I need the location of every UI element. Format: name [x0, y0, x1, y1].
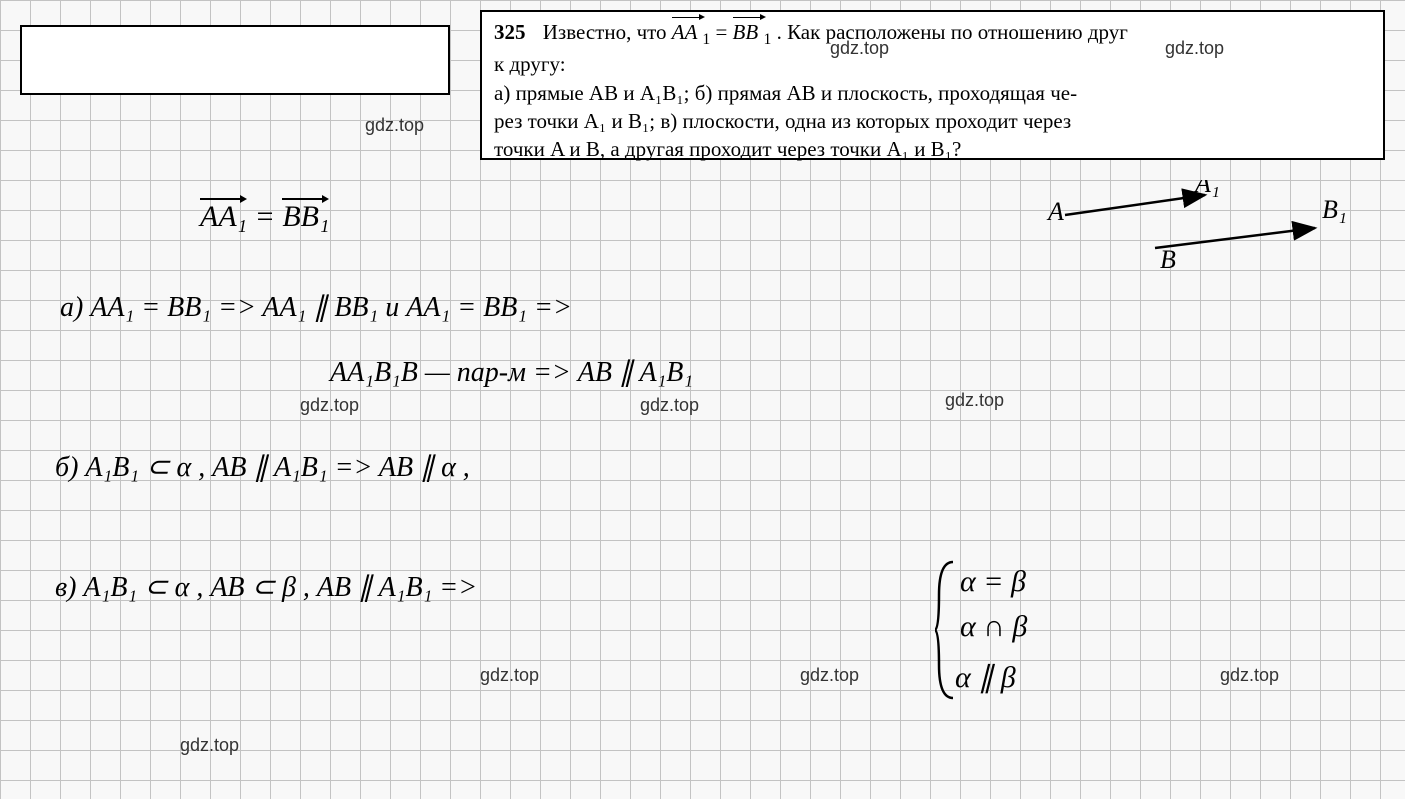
hand-line-a2: AA₁B₁B — пар-м => AB ∥ A₁B₁	[330, 355, 693, 389]
hand-bb1: BB₁	[282, 200, 329, 234]
hand-line-c-r1: α = β	[960, 565, 1026, 599]
hand-line-c: в) A₁B₁ ⊂ α , AB ⊂ β , AB ∥ A₁B₁ =>	[55, 570, 477, 604]
hand-line-c-r2: α ∩ β	[960, 610, 1027, 644]
watermark: gdz.top	[830, 38, 889, 59]
vec-bb1-sub: 1	[763, 31, 771, 48]
watermark: gdz.top	[300, 395, 359, 416]
svg-text:B₁: B₁	[1322, 195, 1347, 224]
hand-aa1: AA₁	[200, 200, 247, 234]
hand-line-b: б) A₁B₁ ⊂ α , AB ∥ A₁B₁ => AB ∥ α ,	[55, 450, 470, 484]
problem-text-5: точки A и B, а другая проходит через точ…	[494, 137, 961, 161]
problem-text-2: к другу:	[494, 52, 566, 76]
vec-bb1: BB	[733, 20, 759, 44]
vec-aa1: AA	[672, 20, 697, 44]
hand-line-a: а) AA₁ = BB₁ => AA₁ ∥ BB₁ и AA₁ = BB₁ =>	[60, 290, 572, 324]
vec-aa1-sub: 1	[702, 31, 710, 48]
watermark: gdz.top	[800, 665, 859, 686]
watermark: gdz.top	[1220, 665, 1279, 686]
problem-text-4: рез точки A₁ и B₁; в) плоскости, одна из…	[494, 109, 1071, 133]
watermark: gdz.top	[480, 665, 539, 686]
hand-line-c-r3: α ∥ β	[955, 660, 1016, 695]
problem-text-1: Известно, что	[543, 20, 672, 44]
svg-text:A₁: A₁	[1193, 180, 1220, 198]
watermark: gdz.top	[365, 115, 424, 136]
svg-text:A: A	[1046, 197, 1064, 226]
watermark: gdz.top	[180, 735, 239, 756]
watermark: gdz.top	[1165, 38, 1224, 59]
hand-eq-main: AA₁ = BB₁	[200, 200, 329, 234]
empty-name-box	[20, 25, 450, 95]
problem-text-3: а) прямые AB и A₁B₁; б) прямая AB и плос…	[494, 81, 1077, 105]
svg-text:B: B	[1160, 245, 1176, 270]
hand-eq: =	[255, 200, 283, 233]
cases-bracket	[935, 560, 955, 700]
problem-statement-box: 325 Известно, что AA 1 = BB 1 . Как расп…	[480, 10, 1385, 160]
equals-sign: =	[715, 20, 732, 44]
watermark: gdz.top	[945, 390, 1004, 411]
vector-diagram: A A₁ B B₁	[1040, 180, 1360, 270]
problem-number: 325	[494, 20, 526, 44]
watermark: gdz.top	[640, 395, 699, 416]
